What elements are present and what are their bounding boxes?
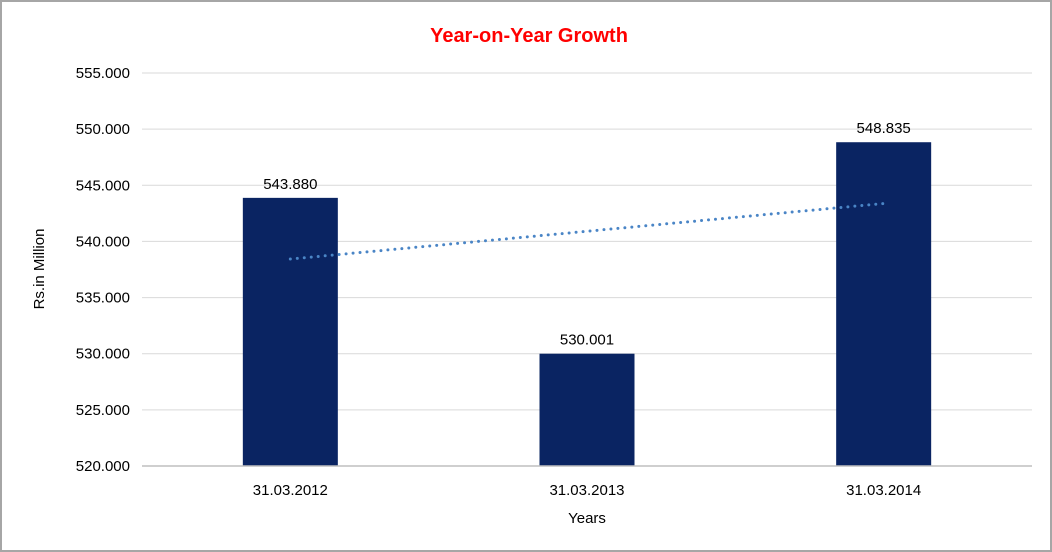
y-tick-label: 545.000 — [76, 177, 130, 194]
y-tick-label: 540.000 — [76, 233, 130, 250]
x-tick-label: 31.03.2012 — [253, 482, 328, 499]
bar-value-label: 543.880 — [263, 176, 317, 193]
y-tick-label: 520.000 — [76, 458, 130, 475]
bar-value-label: 530.001 — [560, 332, 614, 349]
x-tick-label: 31.03.2013 — [549, 482, 624, 499]
bar — [539, 353, 635, 466]
chart-title: Year-on-Year Growth — [430, 25, 628, 47]
bars — [242, 142, 932, 467]
y-tick-label: 525.000 — [76, 402, 130, 419]
y-tick-label: 555.000 — [76, 65, 130, 82]
y-tick-label: 535.000 — [76, 290, 130, 307]
y-tick-label: 550.000 — [76, 121, 130, 138]
bar-value-label: 548.835 — [857, 120, 911, 137]
y-axis-title: Rs.in Million — [31, 229, 48, 310]
trendline-dotted — [288, 201, 886, 261]
labels: 520.000 525.000 530.000 535.000 540.000 545.0… — [76, 65, 921, 499]
bar — [242, 197, 338, 467]
y-tick-label: 530.000 — [76, 346, 130, 363]
bar — [836, 142, 932, 467]
trendline — [288, 201, 886, 261]
x-tick-label: 31.03.2014 — [846, 482, 921, 499]
x-axis-title: Years — [568, 510, 606, 527]
